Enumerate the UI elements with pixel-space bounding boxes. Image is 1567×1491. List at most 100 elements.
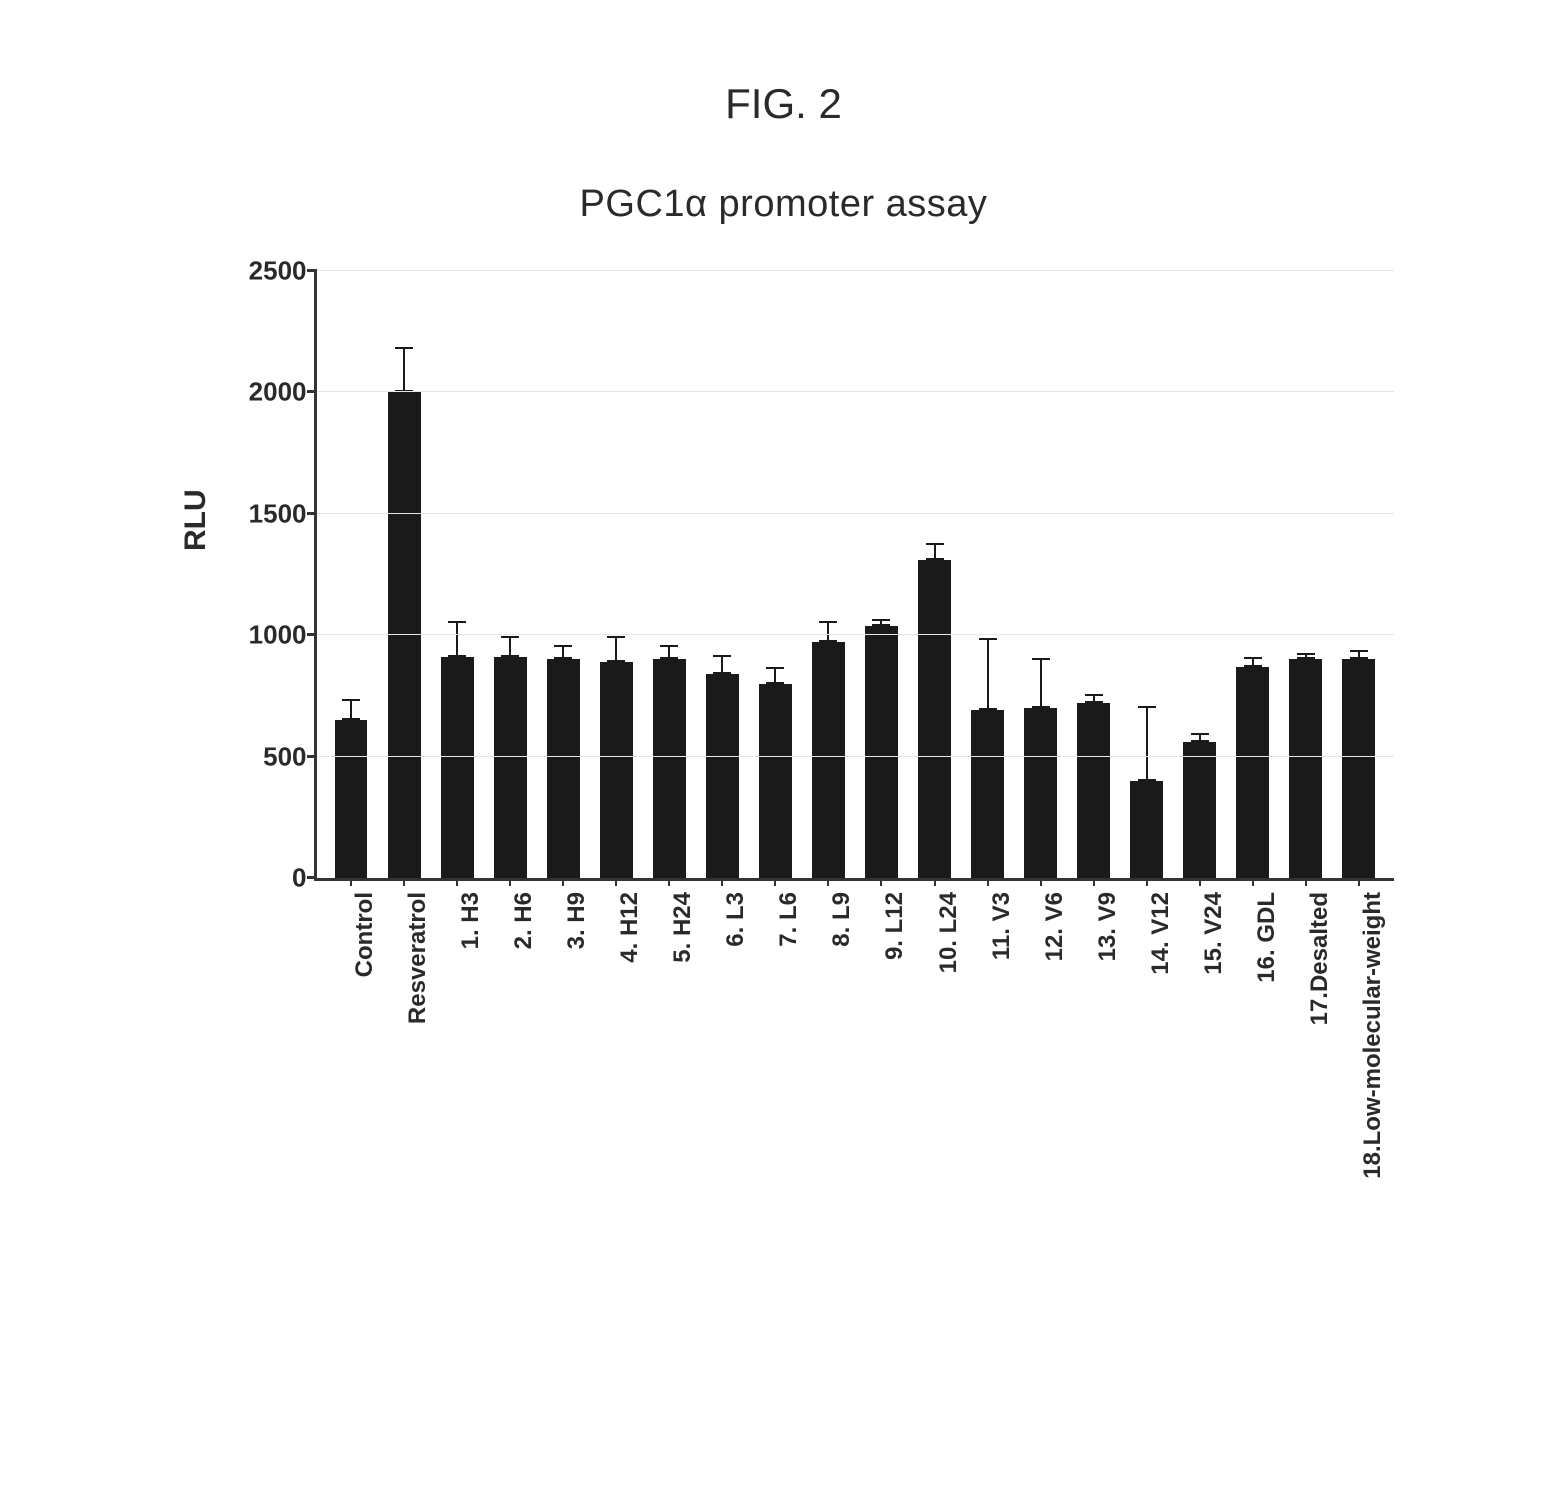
x-label-slot: 5. H24 xyxy=(643,878,696,898)
figure-label: FIG. 2 xyxy=(0,80,1567,128)
bar xyxy=(1024,708,1057,878)
bar xyxy=(653,659,686,878)
x-tick-mark xyxy=(934,878,936,886)
bar xyxy=(812,642,845,878)
bar-slot xyxy=(1173,271,1226,878)
x-label-slot: 2. H6 xyxy=(484,878,537,898)
y-tick-mark xyxy=(307,755,317,758)
x-tick-label: 1. H3 xyxy=(457,892,485,949)
bar-slot xyxy=(431,271,484,878)
error-cap xyxy=(607,660,625,662)
x-tick-label: 15. V24 xyxy=(1200,892,1228,975)
x-label-slot: Resveratrol xyxy=(378,878,431,898)
y-tick-mark xyxy=(307,512,317,515)
error-cap xyxy=(1032,658,1050,660)
error-bar xyxy=(403,349,405,393)
x-tick-label: 8. L9 xyxy=(828,892,856,947)
x-label-slot: 13. V9 xyxy=(1067,878,1120,898)
error-cap xyxy=(1085,694,1103,696)
error-bar xyxy=(615,638,617,662)
y-axis-label: RLU xyxy=(179,489,213,551)
x-label-slot: 6. L3 xyxy=(696,878,749,898)
gridline xyxy=(317,391,1394,392)
x-tick-mark xyxy=(774,878,776,886)
error-cap xyxy=(395,347,413,349)
bar xyxy=(1130,781,1163,878)
error-cap xyxy=(1191,733,1209,735)
y-tick-label: 2000 xyxy=(249,377,307,408)
bar xyxy=(1077,703,1110,878)
error-cap xyxy=(448,621,466,623)
bar-slot xyxy=(1067,271,1120,878)
bar xyxy=(441,657,474,878)
bar-slot xyxy=(378,271,431,878)
error-cap xyxy=(1297,657,1315,659)
x-tick-mark xyxy=(668,878,670,886)
x-tick-label: 10. L24 xyxy=(935,892,963,973)
gridline xyxy=(317,756,1394,757)
y-tick-label: 0 xyxy=(292,863,306,894)
error-bar xyxy=(987,640,989,710)
error-cap xyxy=(1350,650,1368,652)
x-tick-label: 3. H9 xyxy=(563,892,591,949)
x-tick-mark xyxy=(1146,878,1148,886)
bar xyxy=(918,560,951,878)
error-cap xyxy=(1032,706,1050,708)
x-tick-mark xyxy=(1252,878,1254,886)
x-tick-label: 6. L3 xyxy=(722,892,750,947)
error-cap xyxy=(1297,653,1315,655)
bar-slot xyxy=(749,271,802,878)
error-cap xyxy=(607,636,625,638)
error-cap xyxy=(979,708,997,710)
x-label-slot: 10. L24 xyxy=(908,878,961,898)
x-tick-mark xyxy=(1199,878,1201,886)
chart-area: RLU ControlResveratrol1. H32. H63. H94. … xyxy=(134,251,1434,1351)
bar-slot xyxy=(1226,271,1279,878)
x-label-slot: 8. L9 xyxy=(802,878,855,898)
y-tick-mark xyxy=(307,876,317,879)
error-cap xyxy=(342,718,360,720)
y-tick-label: 1000 xyxy=(249,620,307,651)
error-cap xyxy=(1244,657,1262,659)
bar xyxy=(1236,667,1269,878)
bars-group xyxy=(317,271,1394,878)
bar xyxy=(388,392,421,878)
bar-slot xyxy=(855,271,908,878)
bar xyxy=(494,657,527,878)
bar xyxy=(706,674,739,878)
plot-region: ControlResveratrol1. H32. H63. H94. H125… xyxy=(314,271,1394,881)
bar-slot xyxy=(643,271,696,878)
bar xyxy=(335,720,368,878)
x-tick-label: 16. GDL xyxy=(1253,892,1281,983)
error-cap xyxy=(1085,701,1103,703)
x-label-slot: 3. H9 xyxy=(537,878,590,898)
error-cap xyxy=(660,645,678,647)
x-label-slot: 9. L12 xyxy=(855,878,908,898)
bar xyxy=(1289,659,1322,878)
x-tick-mark xyxy=(509,878,511,886)
bar-slot xyxy=(1120,271,1173,878)
error-cap xyxy=(713,655,731,657)
y-tick-mark xyxy=(307,390,317,393)
chart-title: PGC1α promoter assay xyxy=(0,183,1567,226)
bar xyxy=(759,684,792,878)
x-tick-mark xyxy=(880,878,882,886)
x-tick-label: 7. L6 xyxy=(775,892,803,947)
x-tick-mark xyxy=(1305,878,1307,886)
x-label-slot: 11. V3 xyxy=(961,878,1014,898)
x-tick-mark xyxy=(350,878,352,886)
x-tick-mark xyxy=(615,878,617,886)
bar xyxy=(865,626,898,879)
error-cap xyxy=(713,672,731,674)
x-tick-mark xyxy=(721,878,723,886)
bar xyxy=(547,659,580,878)
x-tick-mark xyxy=(562,878,564,886)
error-cap xyxy=(501,636,519,638)
error-cap xyxy=(766,667,784,669)
x-label-slot: 18.Low-molecular-weight xyxy=(1332,878,1385,898)
x-tick-label: 4. H12 xyxy=(616,892,644,963)
bar-slot xyxy=(484,271,537,878)
x-label-slot: 7. L6 xyxy=(749,878,802,898)
x-label-slot: 1. H3 xyxy=(431,878,484,898)
error-cap xyxy=(926,558,944,560)
